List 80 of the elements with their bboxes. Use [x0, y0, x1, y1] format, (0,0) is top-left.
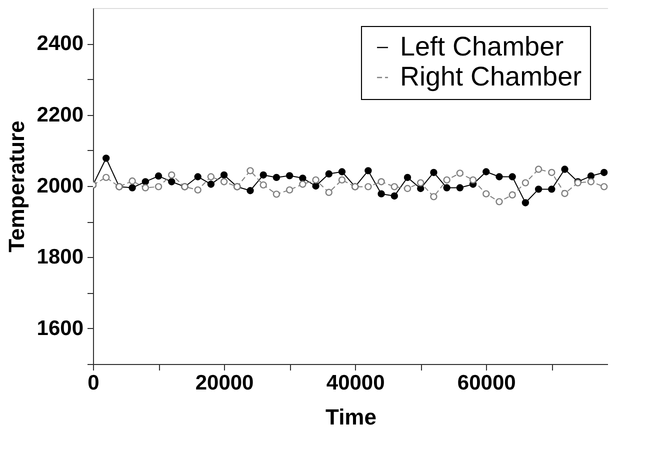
point — [312, 182, 320, 190]
point — [522, 179, 530, 186]
point — [102, 154, 110, 162]
point — [260, 171, 267, 179]
point — [600, 168, 608, 176]
point — [534, 166, 542, 173]
point — [220, 171, 228, 179]
point — [378, 190, 385, 198]
point — [260, 181, 267, 189]
point — [168, 178, 176, 186]
point — [443, 184, 450, 192]
point — [128, 177, 136, 185]
point — [220, 178, 228, 186]
point — [404, 174, 412, 182]
point — [561, 166, 568, 173]
point — [469, 176, 477, 184]
x-tick-label: 20000 — [195, 372, 254, 394]
point — [299, 180, 306, 188]
point — [561, 190, 568, 198]
point — [430, 193, 438, 200]
point — [272, 174, 280, 182]
point — [417, 179, 424, 186]
y-axis-title: Temperature — [4, 120, 29, 252]
point — [482, 190, 490, 198]
y-tick-label: 2200 — [36, 103, 84, 126]
point — [142, 184, 150, 192]
point — [102, 174, 110, 182]
point — [299, 174, 306, 182]
legend-label: Left Chamber — [400, 32, 564, 62]
point — [154, 172, 162, 180]
x-tick-label: 0 — [88, 372, 100, 394]
y-tick-label: 1600 — [36, 316, 84, 340]
point — [338, 168, 346, 176]
point — [325, 188, 332, 196]
x-tick-label: 40000 — [326, 372, 385, 394]
point — [508, 191, 516, 198]
point — [417, 184, 424, 192]
point — [312, 176, 320, 184]
point — [587, 172, 595, 180]
point — [443, 176, 450, 184]
point — [430, 168, 438, 176]
point — [534, 186, 542, 193]
point — [390, 183, 398, 190]
y-tick-label: 1800 — [36, 246, 84, 269]
point — [600, 183, 608, 190]
x-axis-title: Time — [326, 404, 376, 430]
point — [207, 173, 215, 180]
point — [246, 187, 254, 194]
point — [168, 171, 176, 179]
point — [246, 167, 254, 174]
point — [548, 186, 556, 193]
point — [548, 168, 556, 176]
point — [338, 176, 346, 184]
x-tick-label: 60000 — [457, 372, 516, 394]
point — [286, 172, 294, 180]
point — [508, 173, 516, 180]
point — [390, 192, 398, 200]
legend-label: Right Chamber — [400, 62, 582, 92]
point — [404, 184, 412, 192]
y-tick-label: 2000 — [36, 174, 84, 198]
point — [272, 190, 280, 198]
point — [194, 186, 202, 194]
point — [154, 183, 162, 190]
point — [364, 167, 372, 174]
point — [286, 186, 294, 194]
point — [496, 198, 503, 206]
point — [207, 180, 215, 188]
point — [325, 170, 332, 178]
point — [194, 173, 202, 180]
point — [364, 183, 372, 190]
y-tick-label: 2400 — [36, 32, 84, 56]
point — [482, 168, 490, 176]
point — [496, 173, 503, 180]
point — [142, 178, 150, 186]
point — [456, 170, 464, 177]
point — [456, 184, 464, 192]
point — [587, 178, 595, 186]
point — [522, 199, 530, 206]
point — [128, 184, 136, 192]
point — [378, 178, 385, 186]
